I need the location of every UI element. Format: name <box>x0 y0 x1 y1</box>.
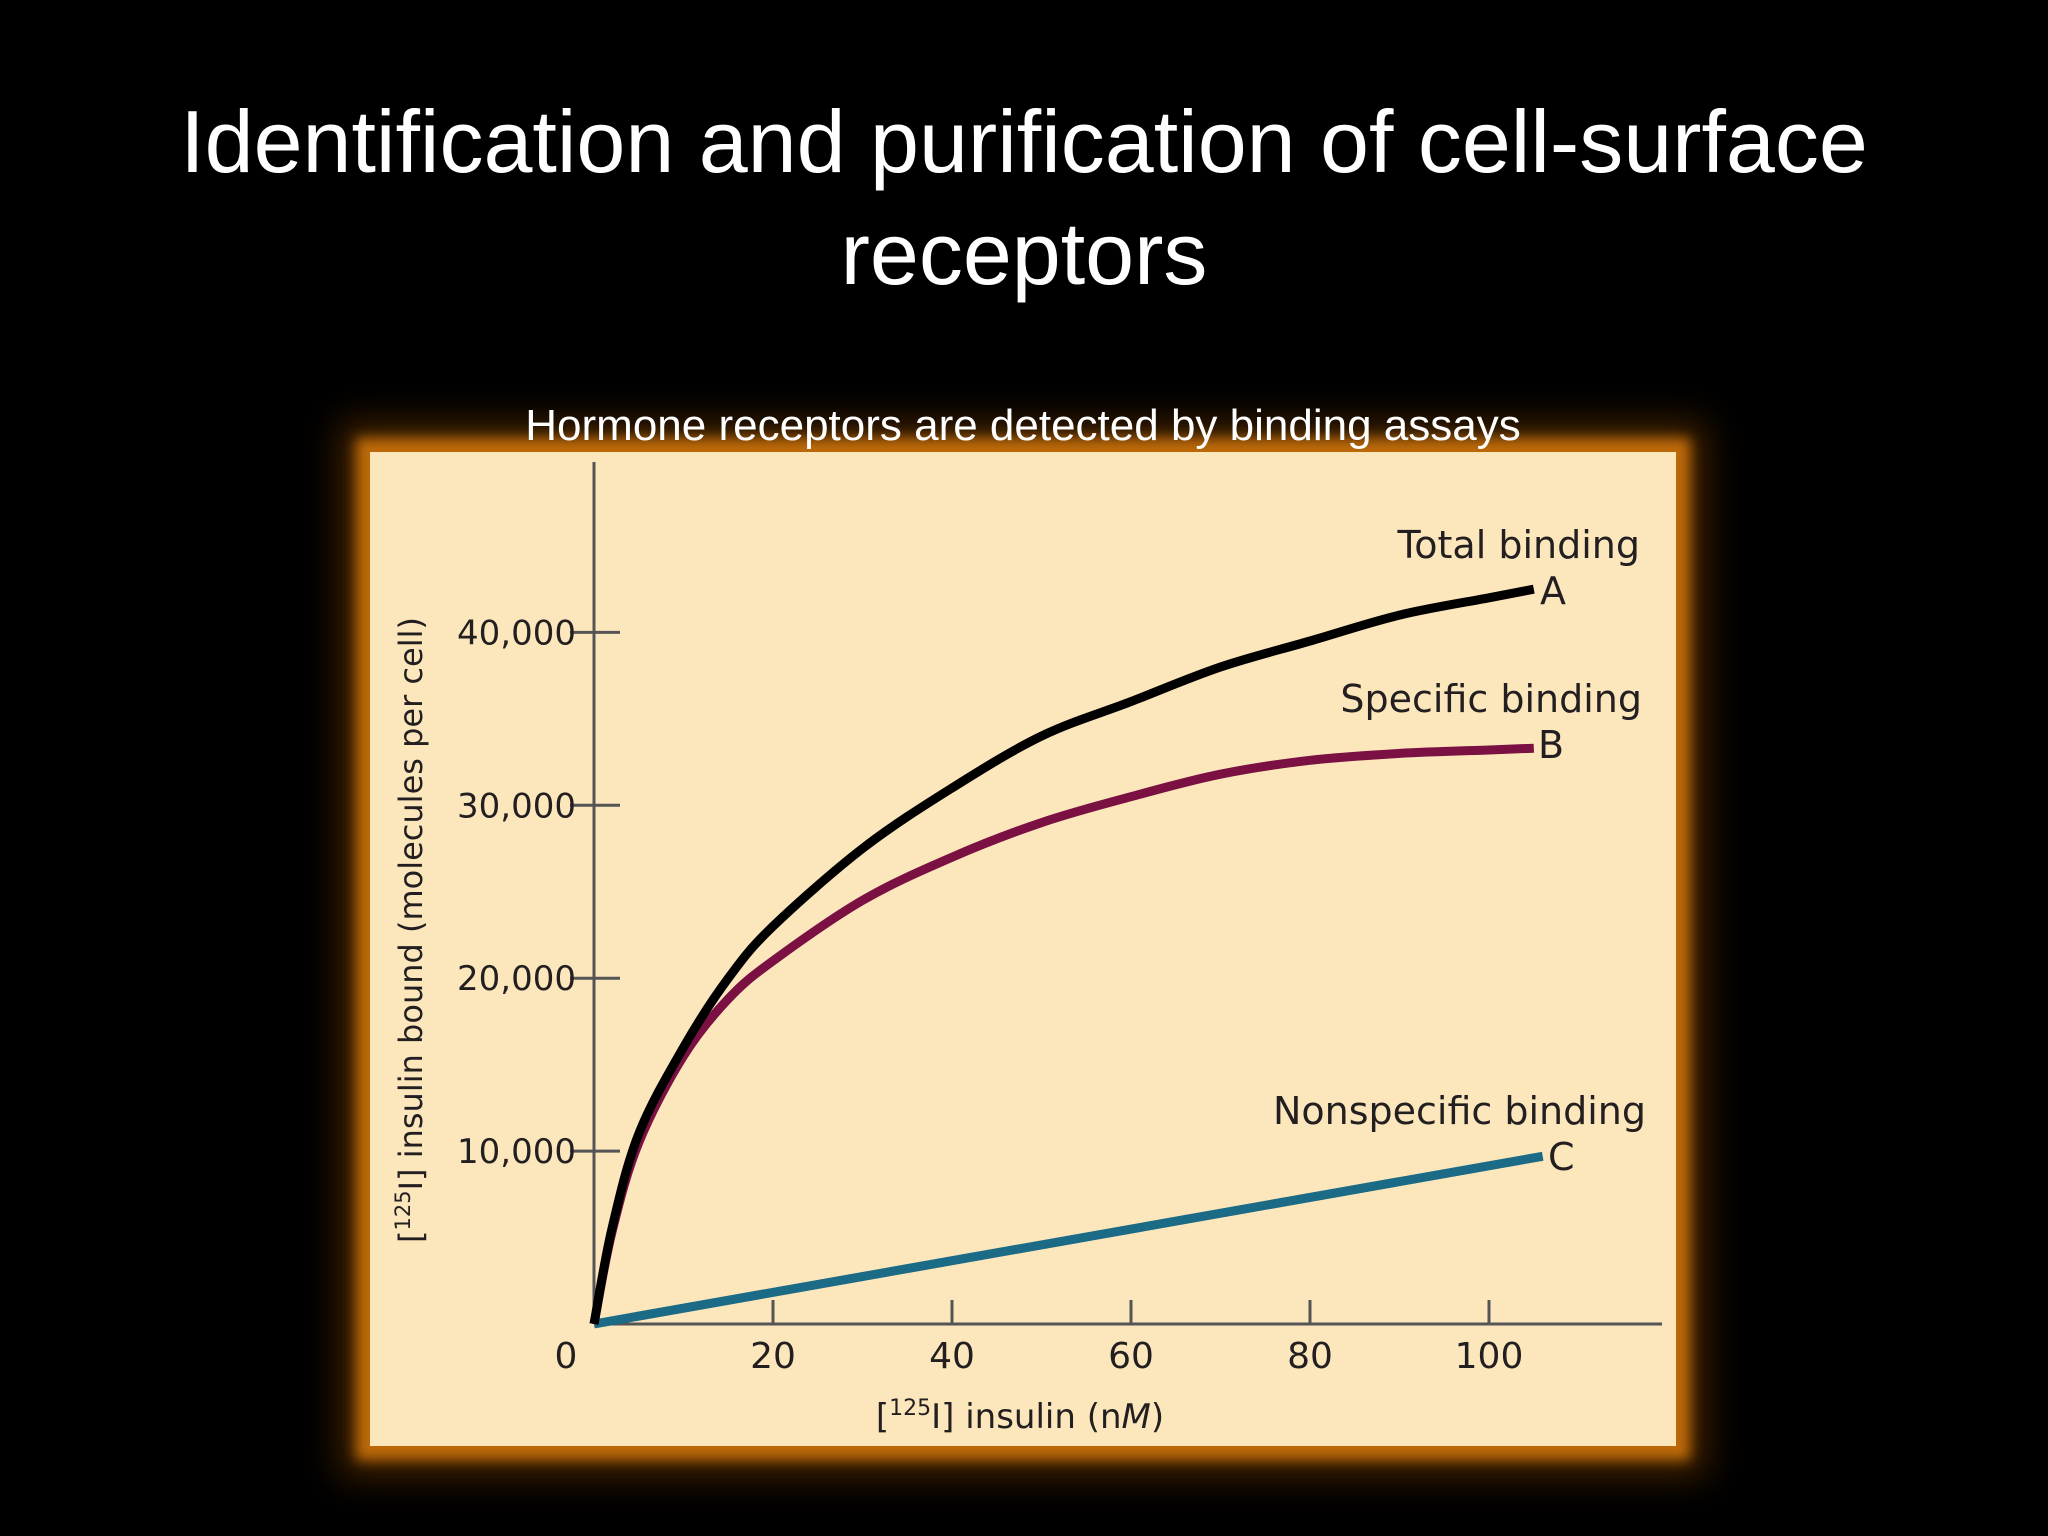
y-axis-label-main: I] insulin bound (molecules per cell) <box>392 617 430 1190</box>
x-tick-label-80: 80 <box>1287 1336 1333 1377</box>
y-axis-label-superscript: 125 <box>391 1190 415 1230</box>
x-tick-label-20: 20 <box>750 1336 796 1377</box>
series-name-label-b: Specific binding <box>1340 677 1642 721</box>
tick-marks: 20 40 60 80 100 10,000 20,000 30,000 40,000 <box>457 613 1523 1377</box>
series-name-label-a: Total binding <box>1397 523 1640 567</box>
x-tick-label-100: 100 <box>1455 1336 1524 1377</box>
x-axis-label-superscript: 125 <box>889 1396 931 1421</box>
slide-title: Identification and purification of cell-… <box>180 92 1868 303</box>
x-axis-label-prefix: [ <box>876 1397 889 1437</box>
binding-assay-chart: 20 40 60 80 100 10,000 20,000 30,000 40,000 Nons… <box>370 452 1676 1446</box>
series-line-a <box>589 584 1535 1325</box>
series-letter-label-c: C <box>1548 1135 1575 1179</box>
plot-background <box>370 452 1676 1446</box>
chart-labels: 0 [125I] insulin (nM) [125I] insulin bou… <box>391 617 1164 1437</box>
x-axis-label-unit-italic: M <box>1122 1397 1151 1437</box>
series-name-label-c: Nonspecific binding <box>1273 1089 1646 1133</box>
y-tick-label-30000: 30,000 <box>457 786 576 826</box>
figure-caption: Hormone receptors are detected by bindin… <box>525 401 1521 450</box>
x-tick-label-40: 40 <box>929 1336 975 1377</box>
series-letter-label-b: B <box>1538 723 1564 767</box>
figure-frame: 20 40 60 80 100 10,000 20,000 30,000 40,000 Nons… <box>370 452 1676 1446</box>
y-tick-label-40000: 40,000 <box>457 613 576 653</box>
series-line-c <box>593 1151 1544 1329</box>
y-tick-label-20000: 20,000 <box>457 959 576 999</box>
x-axis-label: [125I] insulin (nM) <box>876 1396 1164 1437</box>
x-axis-label-suffix: ) <box>1151 1397 1164 1437</box>
y-tick-label-10000: 10,000 <box>457 1132 576 1172</box>
x-axis-label-main: I] insulin (n <box>931 1397 1121 1437</box>
y-axis-label: [125I] insulin bound (molecules per cell… <box>391 617 430 1243</box>
origin-label: 0 <box>555 1336 578 1377</box>
series-letter-label-a: A <box>1540 569 1566 613</box>
x-tick-label-60: 60 <box>1108 1336 1154 1377</box>
y-axis-label-prefix: [ <box>392 1230 430 1242</box>
